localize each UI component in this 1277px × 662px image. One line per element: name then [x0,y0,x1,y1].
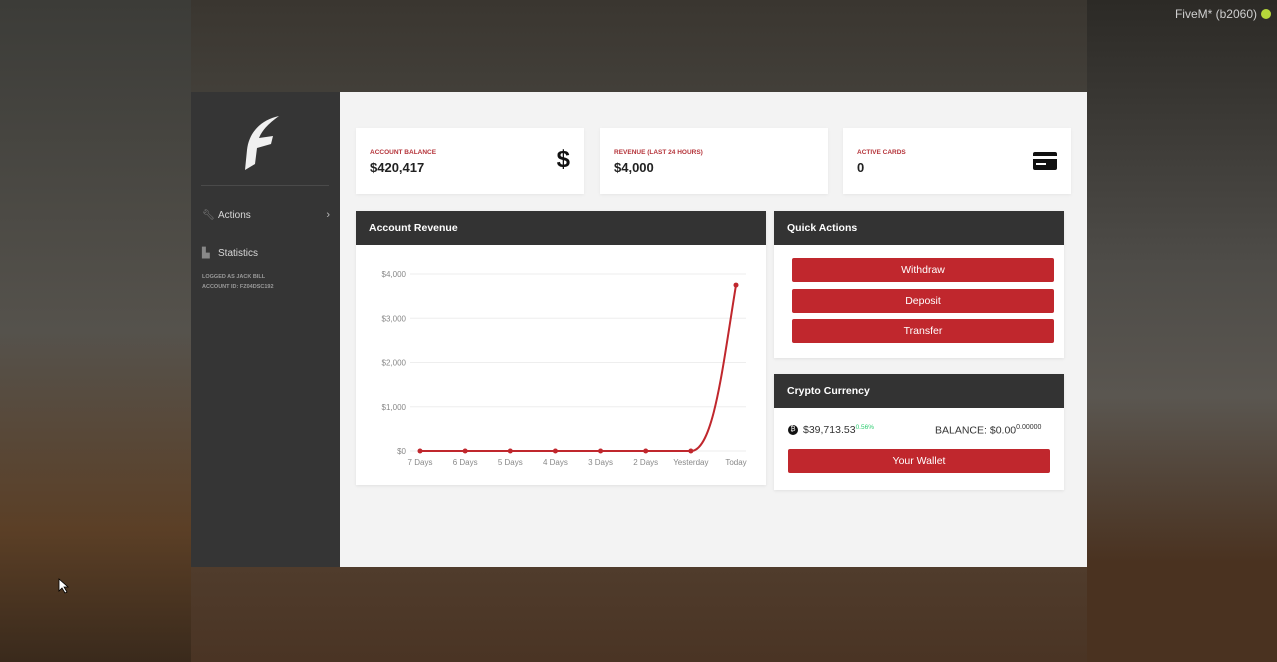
x-tick-label: 7 Days [408,458,433,467]
data-point [417,448,423,454]
stat-value: $4,000 [614,160,654,175]
stat-value: $420,417 [370,160,425,175]
card-title: Account Revenue [356,211,766,245]
game-background-right [1087,0,1277,662]
y-tick-label: $0 [397,447,406,456]
x-tick-label: 6 Days [453,458,478,467]
data-point [643,448,649,454]
transfer-button[interactable]: Transfer [792,319,1054,343]
x-tick-label: Yesterday [673,458,708,467]
crypto-price: ₿ $39,713.53 0.56% [788,424,874,436]
sidebar: 🔧︎ Actions › ▙ Statistics LOGGED AS JACK… [191,92,340,567]
sidebar-item-label: Statistics [218,247,259,259]
y-tick-label: $2,000 [382,359,407,368]
stat-label: REVENUE (LAST 24 HOURS) [614,149,703,156]
dollar-icon: $ [556,146,570,173]
x-tick-label: 3 Days [588,458,613,467]
main-panel: ACCOUNT BALANCE $420,417 $ REVENUE (LAST… [340,92,1087,567]
bar-chart-icon: ▙ [202,247,210,259]
chevron-right-icon: › [326,209,330,221]
series-line [420,284,737,452]
y-tick-label: $1,000 [382,403,407,412]
stat-label: ACTIVE CARDS [857,149,906,156]
sidebar-item-actions[interactable]: 🔧︎ Actions › [202,205,330,225]
balance-text: BALANCE: $0.00 [935,424,1017,437]
crypto-balance: BALANCE: $0.000.00000 [935,424,1041,437]
data-point [552,448,558,454]
data-point [733,282,739,288]
data-point [688,448,694,454]
fivem-label: FiveM* (b2060) [1174,7,1257,21]
logged-as-text: LOGGED AS JACK BILL [202,274,266,280]
stat-label: ACCOUNT BALANCE [370,149,437,156]
data-point [507,448,513,454]
data-point [598,448,604,454]
revenue-card: REVENUE (LAST 24 HOURS) $4,000 [600,128,828,194]
x-tick-label: 4 Days [543,458,568,467]
x-tick-label: 2 Days [633,458,658,467]
account-id-text: ACCOUNT ID: FZ04DSC192 [202,284,274,290]
sidebar-item-label: Actions [218,209,251,221]
quick-actions-card: Quick Actions Withdraw Deposit Transfer [774,211,1064,358]
card-title: Quick Actions [774,211,1064,245]
crypto-card: Crypto Currency ₿ $39,713.53 0.56% BALAN… [774,374,1064,490]
balance-fraction: 0.00000 [1016,424,1042,431]
account-info: LOGGED AS JACK BILL ACCOUNT ID: FZ04DSC1… [202,272,274,292]
wrench-icon: 🔧︎ [202,209,215,221]
sidebar-item-statistics[interactable]: ▙ Statistics [202,243,330,263]
y-tick-label: $3,000 [382,314,407,323]
credit-card-icon [1033,152,1057,170]
withdraw-button[interactable]: Withdraw [792,258,1054,282]
mouse-cursor-icon [58,578,70,594]
bitcoin-icon: ₿ [788,425,798,435]
x-tick-label: 5 Days [498,458,523,467]
game-background-left [0,0,191,662]
account-revenue-card: Account Revenue $0 $1,000 $2,000 $3,000 $4,0… [356,211,766,485]
y-tick-label: $4,000 [382,270,407,279]
revenue-chart: $0 $1,000 $2,000 $3,000 $4,000 7 Days 6 Days 5 … [382,270,747,467]
data-point [462,448,468,454]
sidebar-divider [201,185,329,186]
your-wallet-button[interactable]: Your Wallet [788,449,1050,473]
price-change: 0.56% [855,424,874,431]
bitcoin-price: $39,713.53 [803,424,856,436]
stat-value: 0 [857,160,865,175]
account-balance-card: ACCOUNT BALANCE $420,417 $ [356,128,584,194]
bank-logo [245,116,279,170]
deposit-button[interactable]: Deposit [792,289,1054,313]
card-title: Crypto Currency [774,374,1064,408]
fivem-status-icon [1261,9,1271,19]
active-cards-card: ACTIVE CARDS 0 [843,128,1071,194]
x-tick-label: Today [725,458,746,467]
